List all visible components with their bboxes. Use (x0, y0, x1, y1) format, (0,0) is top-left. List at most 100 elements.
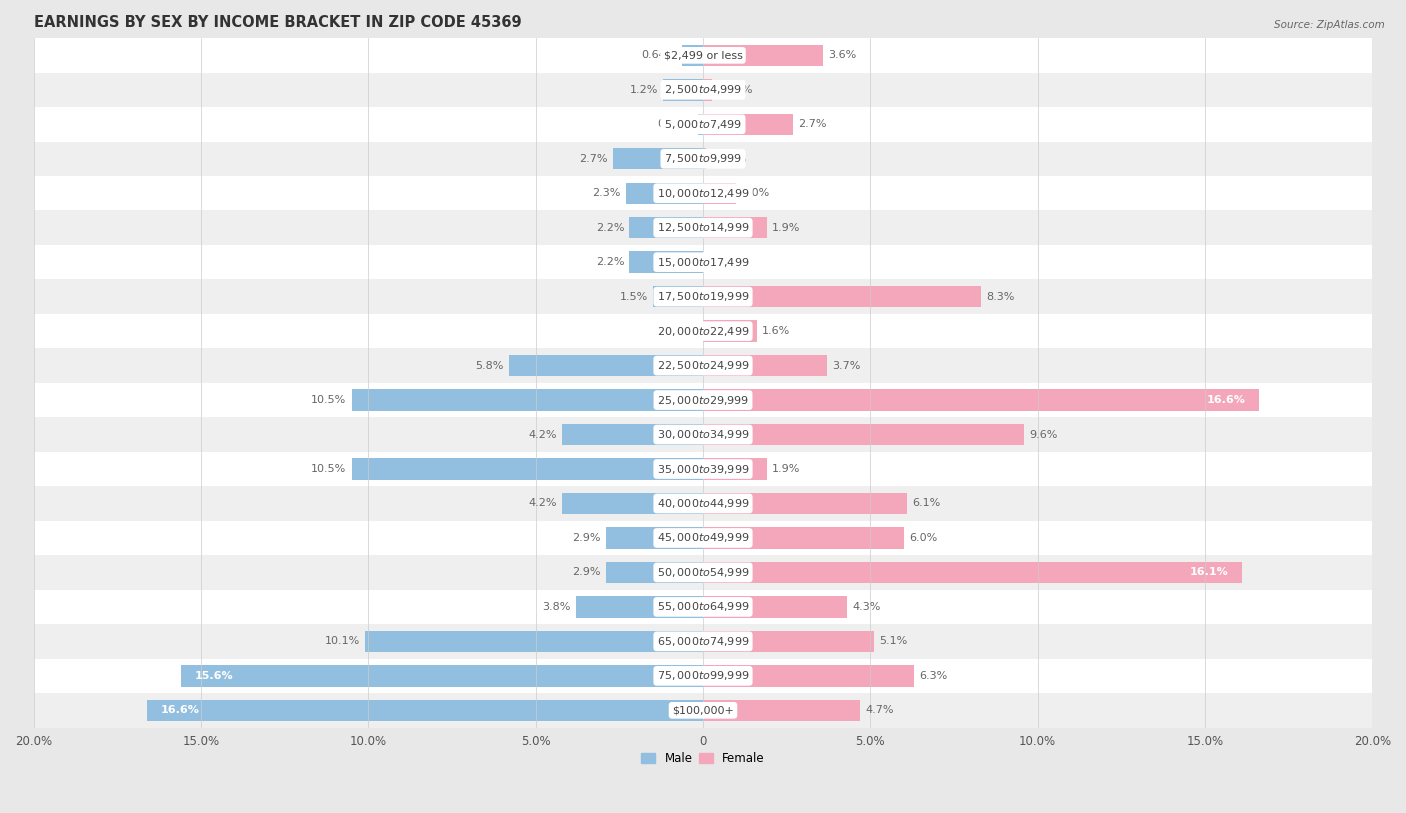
Bar (703, 562, 1241, 583)
Text: 5.8%: 5.8% (475, 361, 503, 371)
Bar (626, 183, 703, 204)
Bar (352, 459, 703, 480)
Bar (703, 389, 1258, 411)
Text: $2,499 or less: $2,499 or less (664, 50, 742, 60)
Bar (613, 148, 703, 169)
Bar (703, 424, 1025, 446)
Bar (703, 286, 981, 307)
Text: 1.2%: 1.2% (630, 85, 658, 95)
Text: 2.3%: 2.3% (592, 189, 621, 198)
Text: $12,500 to $14,999: $12,500 to $14,999 (657, 221, 749, 234)
Text: 6.1%: 6.1% (912, 498, 941, 508)
Bar (0, 211, 1406, 245)
Legend: Male, Female: Male, Female (637, 747, 769, 770)
Bar (703, 320, 756, 341)
Text: $25,000 to $29,999: $25,000 to $29,999 (657, 393, 749, 406)
Text: 1.0%: 1.0% (741, 189, 769, 198)
Bar (703, 596, 846, 618)
Bar (0, 383, 1406, 417)
Bar (576, 596, 703, 618)
Text: 6.3%: 6.3% (920, 671, 948, 680)
Text: EARNINGS BY SEX BY INCOME BRACKET IN ZIP CODE 45369: EARNINGS BY SEX BY INCOME BRACKET IN ZIP… (34, 15, 522, 30)
Text: $75,000 to $99,999: $75,000 to $99,999 (657, 669, 749, 682)
Bar (630, 251, 703, 273)
Bar (606, 562, 703, 583)
Bar (652, 286, 703, 307)
Bar (697, 114, 703, 135)
Text: 2.7%: 2.7% (579, 154, 607, 163)
Text: $15,000 to $17,499: $15,000 to $17,499 (657, 255, 749, 268)
Text: 3.7%: 3.7% (832, 361, 860, 371)
Text: 10.5%: 10.5% (311, 464, 346, 474)
Text: 4.3%: 4.3% (852, 602, 880, 612)
Bar (509, 355, 703, 376)
Text: 8.3%: 8.3% (986, 292, 1014, 302)
Bar (703, 45, 824, 66)
Bar (0, 452, 1406, 486)
Bar (703, 665, 914, 686)
Text: 6.0%: 6.0% (908, 533, 938, 543)
Bar (703, 217, 766, 238)
Text: 9.6%: 9.6% (1029, 429, 1057, 440)
Text: 16.6%: 16.6% (160, 706, 200, 715)
Text: $7,500 to $9,999: $7,500 to $9,999 (664, 152, 742, 165)
Text: 16.1%: 16.1% (1189, 567, 1229, 577)
Text: 0.28%: 0.28% (717, 85, 752, 95)
Text: $50,000 to $54,999: $50,000 to $54,999 (657, 566, 749, 579)
Bar (703, 79, 713, 101)
Text: 3.6%: 3.6% (828, 50, 856, 60)
Bar (0, 555, 1406, 589)
Text: 2.2%: 2.2% (596, 257, 624, 267)
Bar (181, 665, 703, 686)
Text: $40,000 to $44,999: $40,000 to $44,999 (657, 497, 749, 510)
Text: 16.6%: 16.6% (1206, 395, 1246, 405)
Text: 2.9%: 2.9% (572, 533, 600, 543)
Bar (0, 107, 1406, 141)
Text: $17,500 to $19,999: $17,500 to $19,999 (657, 290, 749, 303)
Bar (0, 624, 1406, 659)
Bar (0, 417, 1406, 452)
Text: 2.7%: 2.7% (799, 120, 827, 129)
Text: 10.1%: 10.1% (325, 637, 360, 646)
Bar (703, 631, 873, 652)
Text: 3.8%: 3.8% (543, 602, 571, 612)
Bar (703, 493, 907, 514)
Text: 10.5%: 10.5% (311, 395, 346, 405)
Text: $35,000 to $39,999: $35,000 to $39,999 (657, 463, 749, 476)
Text: $2,500 to $4,999: $2,500 to $4,999 (664, 83, 742, 96)
Text: $22,500 to $24,999: $22,500 to $24,999 (657, 359, 749, 372)
Bar (352, 389, 703, 411)
Bar (0, 659, 1406, 693)
Text: 0.0%: 0.0% (709, 257, 737, 267)
Bar (703, 114, 793, 135)
Text: 4.7%: 4.7% (865, 706, 894, 715)
Bar (0, 280, 1406, 314)
Bar (630, 217, 703, 238)
Text: $30,000 to $34,999: $30,000 to $34,999 (657, 428, 749, 441)
Text: $65,000 to $74,999: $65,000 to $74,999 (657, 635, 749, 648)
Bar (0, 38, 1406, 72)
Text: $5,000 to $7,499: $5,000 to $7,499 (664, 118, 742, 131)
Text: $10,000 to $12,499: $10,000 to $12,499 (657, 187, 749, 200)
Bar (0, 245, 1406, 280)
Text: 1.9%: 1.9% (772, 223, 800, 233)
Text: 0.09%: 0.09% (711, 154, 747, 163)
Text: 5.1%: 5.1% (879, 637, 907, 646)
Bar (0, 176, 1406, 211)
Text: 15.6%: 15.6% (194, 671, 233, 680)
Text: 2.9%: 2.9% (572, 567, 600, 577)
Text: 1.5%: 1.5% (620, 292, 648, 302)
Text: $20,000 to $22,499: $20,000 to $22,499 (657, 324, 749, 337)
Text: 1.6%: 1.6% (762, 326, 790, 336)
Bar (0, 486, 1406, 521)
Bar (0, 141, 1406, 176)
Text: $100,000+: $100,000+ (672, 706, 734, 715)
Bar (366, 631, 703, 652)
Text: Source: ZipAtlas.com: Source: ZipAtlas.com (1274, 20, 1385, 30)
Bar (0, 589, 1406, 624)
Bar (0, 693, 1406, 728)
Bar (0, 348, 1406, 383)
Bar (703, 700, 860, 721)
Text: 4.2%: 4.2% (529, 498, 557, 508)
Bar (0, 314, 1406, 348)
